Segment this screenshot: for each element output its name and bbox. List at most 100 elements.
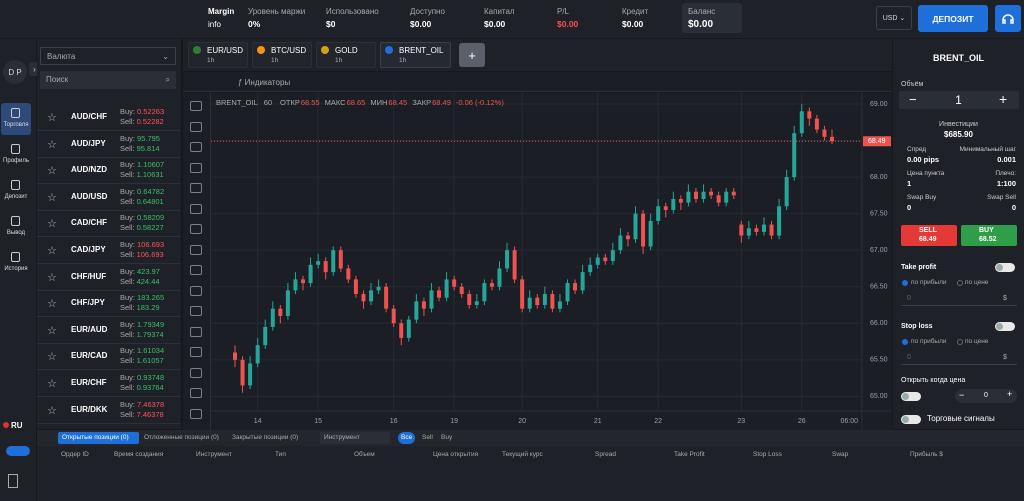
logout-icon[interactable] — [8, 474, 18, 488]
tool-icon[interactable] — [190, 121, 202, 132]
volume-minus[interactable]: − — [909, 92, 917, 107]
filter-active[interactable] — [398, 432, 415, 444]
volume-plus[interactable]: + — [999, 91, 1008, 107]
nav-item[interactable]: История — [4, 266, 28, 272]
nav-icon[interactable] — [11, 108, 20, 118]
positions-tab[interactable]: Отложенные позиции (0) — [144, 434, 219, 441]
radio-label[interactable]: по цене — [965, 338, 989, 345]
symbol[interactable]: EUR/CHF — [71, 378, 107, 387]
tab-symbol[interactable]: BRENT_OIL — [399, 46, 444, 55]
favorite-star[interactable]: ☆ — [47, 218, 57, 231]
favorite-star[interactable]: ☆ — [47, 165, 57, 178]
input-box[interactable] — [901, 291, 1017, 306]
collapse[interactable]: › — [29, 62, 40, 76]
tool-icon[interactable] — [190, 101, 202, 111]
tab-active[interactable] — [58, 432, 139, 444]
nav-item[interactable]: Торговля — [3, 122, 29, 128]
nav-item[interactable]: Профиль — [3, 158, 29, 164]
add-tab[interactable]: + — [459, 43, 485, 67]
radio[interactable] — [957, 280, 963, 286]
buy-label[interactable]: BUY — [979, 227, 994, 234]
symbol[interactable]: CHF/JPY — [71, 298, 105, 308]
tool-icon[interactable] — [190, 306, 202, 316]
avatar[interactable]: D P — [3, 60, 27, 84]
toggle[interactable] — [901, 415, 921, 424]
tool-icon[interactable] — [190, 285, 202, 296]
volume[interactable]: 1 — [955, 93, 962, 107]
search-input[interactable]: Поиск ⌕ — [40, 71, 176, 89]
tool-icon[interactable] — [190, 183, 202, 193]
tool-icon[interactable] — [190, 408, 202, 419]
favorite-star[interactable]: ☆ — [47, 324, 57, 337]
symbol[interactable]: AUD/CHF — [71, 112, 107, 121]
buy-button[interactable] — [961, 225, 1017, 246]
tab-timeframe[interactable]: 1h — [335, 57, 343, 64]
sell-label[interactable]: SELL — [919, 227, 937, 234]
tool-icon[interactable] — [190, 347, 202, 357]
tool-icon[interactable] — [190, 326, 202, 337]
buy-price[interactable]: 68.52 — [979, 236, 997, 243]
radio-label[interactable]: по цене — [965, 279, 989, 286]
nav-icon[interactable] — [11, 144, 20, 154]
symbol[interactable]: EUR/CAD — [71, 351, 108, 361]
nav-icon[interactable] — [11, 252, 20, 262]
nav-item[interactable]: Вывод — [6, 230, 26, 236]
favorite-star[interactable]: ☆ — [47, 191, 57, 204]
favorite-star[interactable]: ☆ — [47, 138, 57, 151]
favorite-star[interactable]: ☆ — [47, 298, 57, 311]
tool-icon[interactable] — [190, 203, 202, 214]
stepper-plus[interactable]: + — [1007, 389, 1013, 399]
tool-icon[interactable] — [190, 265, 202, 275]
symbol[interactable]: AUD/NZD — [71, 165, 107, 175]
deposit-button[interactable]: ДЕПОЗИТ — [918, 5, 988, 32]
toggle[interactable] — [995, 263, 1015, 272]
input-box[interactable] — [901, 350, 1017, 365]
support-button[interactable] — [995, 5, 1021, 32]
symbol[interactable]: CAD/CHF — [71, 218, 107, 228]
tab-timeframe[interactable]: 1h — [207, 57, 215, 64]
radio[interactable] — [957, 339, 963, 345]
instrument-select[interactable] — [320, 432, 390, 444]
symbol[interactable]: EUR/DKK — [71, 404, 108, 414]
indicators-button[interactable]: ƒ Индикаторы — [238, 78, 291, 87]
side-filter[interactable]: Все — [401, 434, 413, 441]
tool-icon[interactable] — [190, 224, 202, 234]
radio-label[interactable]: по прибыли — [911, 338, 947, 345]
favorite-star[interactable]: ☆ — [47, 245, 57, 257]
tool-icon[interactable] — [190, 162, 202, 173]
info-label[interactable]: info — [208, 20, 221, 29]
positions-tab[interactable]: Закрытые позиции (0) — [232, 434, 299, 441]
theme-toggle[interactable] — [6, 446, 30, 456]
symbol[interactable]: CAD/JPY — [71, 245, 106, 254]
radio[interactable] — [902, 339, 908, 345]
filter-select[interactable]: Валюта ⌄ — [40, 47, 176, 65]
symbol[interactable]: CHF/HUF — [71, 271, 107, 281]
radio-label[interactable]: по прибыли — [911, 279, 947, 286]
margin-label[interactable]: Margin — [208, 7, 235, 16]
tab-timeframe[interactable]: 1h — [271, 57, 279, 64]
tab-symbol[interactable]: GOLD — [335, 46, 358, 55]
toggle[interactable] — [995, 322, 1015, 331]
sell-button[interactable] — [901, 225, 957, 246]
favorite-star[interactable]: ☆ — [47, 351, 57, 364]
nav-item[interactable]: Депозит — [4, 194, 28, 200]
favorite-star[interactable]: ☆ — [47, 271, 57, 284]
tool-icon[interactable] — [190, 367, 202, 378]
language[interactable]: RU — [3, 421, 23, 430]
tool-icon[interactable] — [190, 142, 202, 152]
sell-price[interactable]: 68.49 — [919, 236, 937, 243]
tool-icon[interactable] — [190, 244, 202, 255]
tab-symbol[interactable]: EUR/USD — [207, 46, 244, 55]
favorite-star[interactable]: ☆ — [47, 378, 57, 390]
positions-tab[interactable]: Открытые позиции (0) — [62, 434, 129, 441]
radio[interactable] — [902, 280, 908, 286]
toggle[interactable] — [901, 392, 921, 401]
symbol[interactable]: AUD/JPY — [71, 138, 106, 148]
tab-symbol[interactable]: BTC/USD — [271, 46, 307, 55]
side-filter[interactable]: Sell — [422, 434, 433, 441]
tab-timeframe[interactable]: 1h — [399, 57, 407, 64]
stepper[interactable] — [955, 389, 1017, 403]
nav-icon[interactable] — [11, 216, 20, 226]
side-filter[interactable]: Buy — [441, 434, 453, 441]
favorite-star[interactable]: ☆ — [47, 404, 57, 417]
